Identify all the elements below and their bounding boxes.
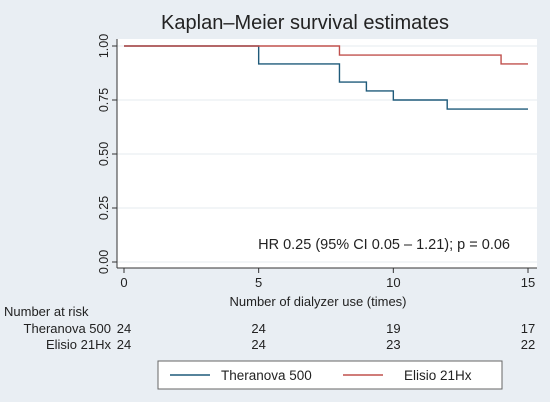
x-tick-label: 15 bbox=[521, 275, 535, 290]
y-tick-label: 0.25 bbox=[97, 196, 111, 220]
risk-row-label: Elisio 21Hx bbox=[46, 337, 112, 352]
y-tick-label: 1.00 bbox=[97, 34, 111, 58]
legend-box bbox=[157, 360, 503, 390]
risk-count: 22 bbox=[521, 337, 535, 352]
survival-curves bbox=[124, 45, 528, 110]
x-axis-label: Number of dialyzer use (times) bbox=[230, 294, 407, 309]
risk-row-label: Theranova 500 bbox=[24, 321, 111, 336]
risk-count: 17 bbox=[521, 321, 535, 336]
risk-table-title: Number at risk bbox=[4, 304, 89, 319]
x-tick-label: 5 bbox=[255, 275, 262, 290]
x-tick-label: 0 bbox=[120, 275, 127, 290]
legend-label: Theranova 500 bbox=[221, 368, 312, 383]
y-tick-label: 0.75 bbox=[97, 88, 111, 112]
risk-count: 24 bbox=[117, 321, 131, 336]
survival-curve-elisio-21hx bbox=[124, 45, 528, 65]
y-tick-label: 0.00 bbox=[97, 250, 111, 274]
risk-count: 19 bbox=[386, 321, 400, 336]
risk-count: 24 bbox=[251, 337, 265, 352]
survival-curve-theranova-500 bbox=[124, 45, 528, 110]
y-tick-label: 0.50 bbox=[97, 142, 111, 166]
chart-title: Kaplan–Meier survival estimates bbox=[161, 12, 449, 34]
risk-count: 24 bbox=[117, 337, 131, 352]
x-tick-label: 10 bbox=[386, 275, 400, 290]
axes: 0.00 0.25 0.50 0.75 1.00 0 5 10 15 bbox=[97, 34, 537, 290]
legend: Theranova 500 Elisio 21Hx bbox=[157, 360, 503, 390]
risk-count: 24 bbox=[251, 321, 265, 336]
risk-count: 23 bbox=[386, 337, 400, 352]
legend-label: Elisio 21Hx bbox=[404, 368, 472, 383]
hazard-ratio-annotation: HR 0.25 (95% CI 0.05 – 1.21); p = 0.06 bbox=[258, 237, 510, 253]
